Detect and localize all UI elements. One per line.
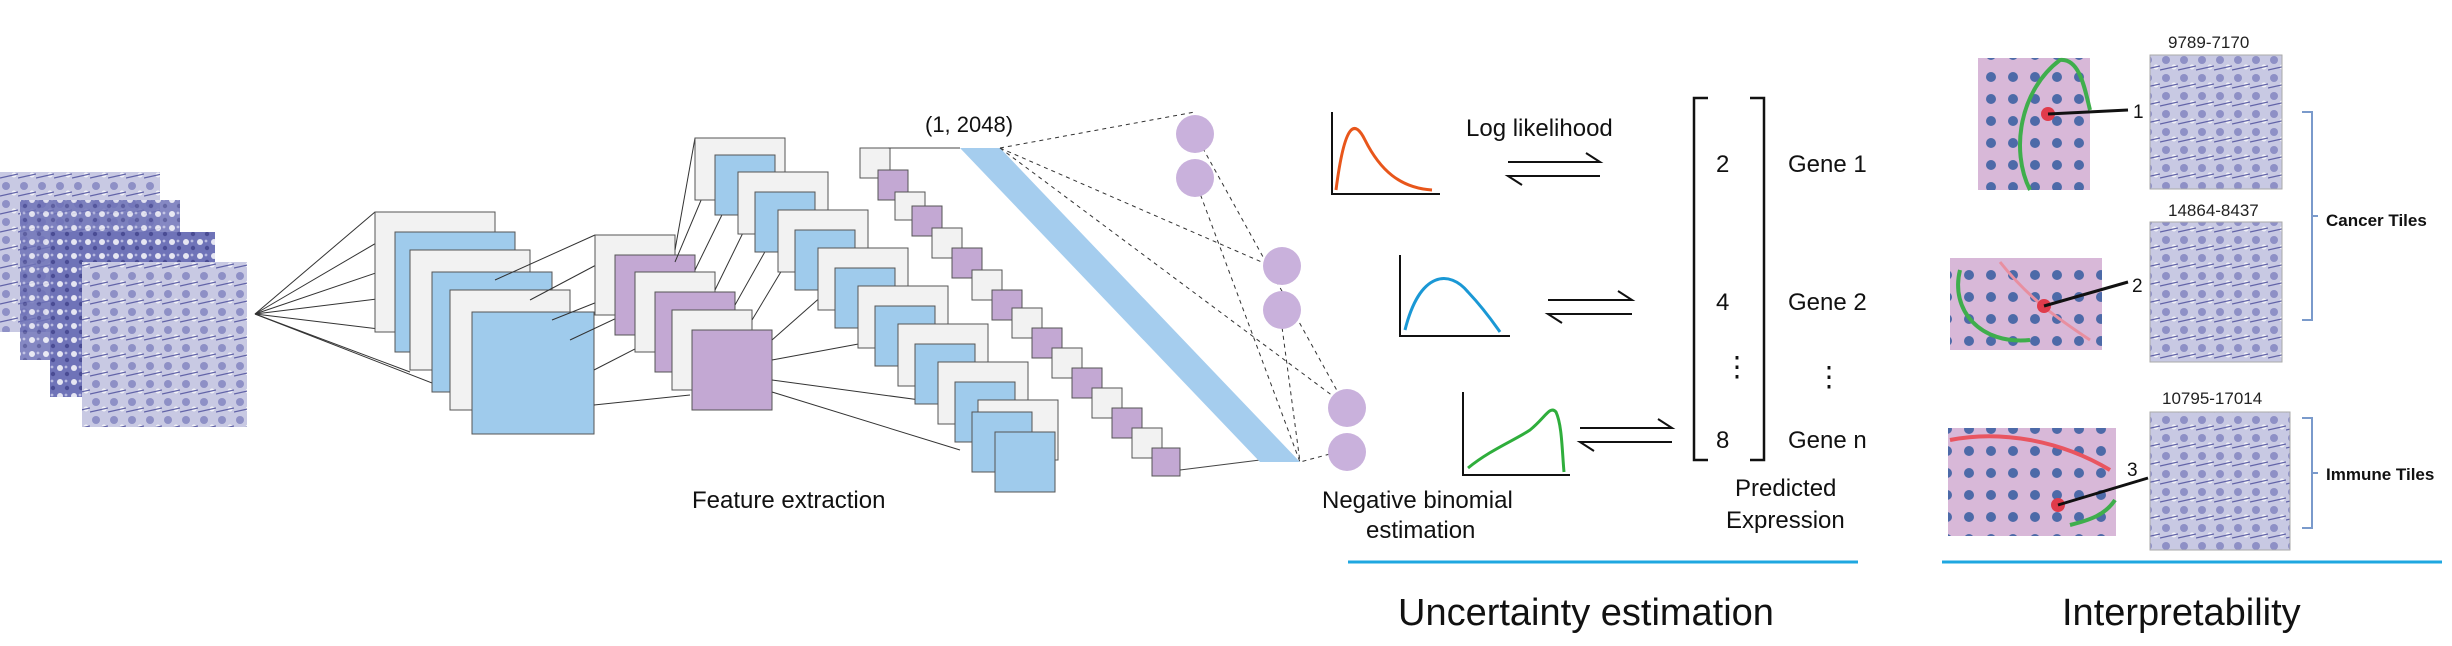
tile-id-2: 14864-8437 [2168, 201, 2259, 220]
input-tile-stack [0, 172, 247, 427]
gene-label-3: Gene n [1788, 427, 1867, 454]
distribution-1 [1331, 112, 1440, 195]
marker-2: 2 [2132, 276, 2143, 297]
predicted-label-line2: Expression [1726, 507, 1845, 534]
interpretability-heading: Interpretability [2062, 592, 2301, 634]
node [1176, 159, 1214, 197]
expr-value-3: 8 [1716, 427, 1729, 454]
gene-dots: ⋮ [1815, 361, 1843, 392]
curve-blue [1403, 277, 1502, 333]
spot-map-2 [1950, 258, 2129, 350]
curve-orange [1334, 127, 1433, 192]
cnn-stage-3 [694, 137, 1059, 493]
zoom-tile-3 [2149, 411, 2291, 551]
spot-map-1 [1978, 58, 2129, 191]
uncertainty-heading: Uncertainty estimation [1398, 592, 1774, 634]
immune-brace [2302, 417, 2318, 529]
gene-label-2: Gene 2 [1788, 289, 1867, 316]
zoom-tile-1 [2149, 54, 2283, 190]
input-tile [82, 262, 247, 427]
nb-label-line2: estimation [1366, 517, 1475, 544]
node [1328, 433, 1366, 471]
distribution-3 [1462, 392, 1570, 476]
cancer-tiles-label: Cancer Tiles [2326, 211, 2427, 230]
nb-label-line1: Negative binomial [1322, 487, 1513, 514]
feature-extraction-label: Feature extraction [692, 487, 885, 514]
expression-brackets [1692, 96, 1766, 462]
node [1263, 291, 1301, 329]
node [1328, 389, 1366, 427]
marker-3: 3 [2127, 460, 2138, 481]
predicted-label-line1: Predicted [1735, 475, 1836, 502]
nb-nodes [1176, 115, 1366, 471]
expr-value-dots: ⋮ [1723, 351, 1751, 382]
cancer-brace [2302, 111, 2318, 321]
tile-id-1: 9789-7170 [2168, 33, 2249, 52]
zoom-tile-2 [2149, 221, 2283, 363]
feature-dim-label: (1, 2048) [925, 112, 1013, 137]
node [1176, 115, 1214, 153]
cnn-stage-2 [594, 234, 773, 411]
log-likelihood-label: Log likelihood [1466, 115, 1613, 142]
marker-1: 1 [2133, 102, 2144, 123]
tile-id-3: 10795-17014 [2162, 389, 2262, 408]
distribution-2 [1399, 255, 1510, 337]
feature-vector [960, 148, 1300, 462]
curve-green [1467, 408, 1566, 473]
equilibrium-arrows [1504, 152, 1676, 452]
immune-tiles-label: Immune Tiles [2326, 465, 2434, 484]
node [1263, 247, 1301, 285]
cnn-stage-1 [374, 211, 595, 435]
gene-label-1: Gene 1 [1788, 151, 1867, 178]
spot-map-3 [1948, 428, 2149, 536]
expr-value-1: 2 [1716, 151, 1729, 178]
expr-value-2: 4 [1716, 289, 1729, 316]
cnn-side-blocks [859, 147, 1261, 477]
